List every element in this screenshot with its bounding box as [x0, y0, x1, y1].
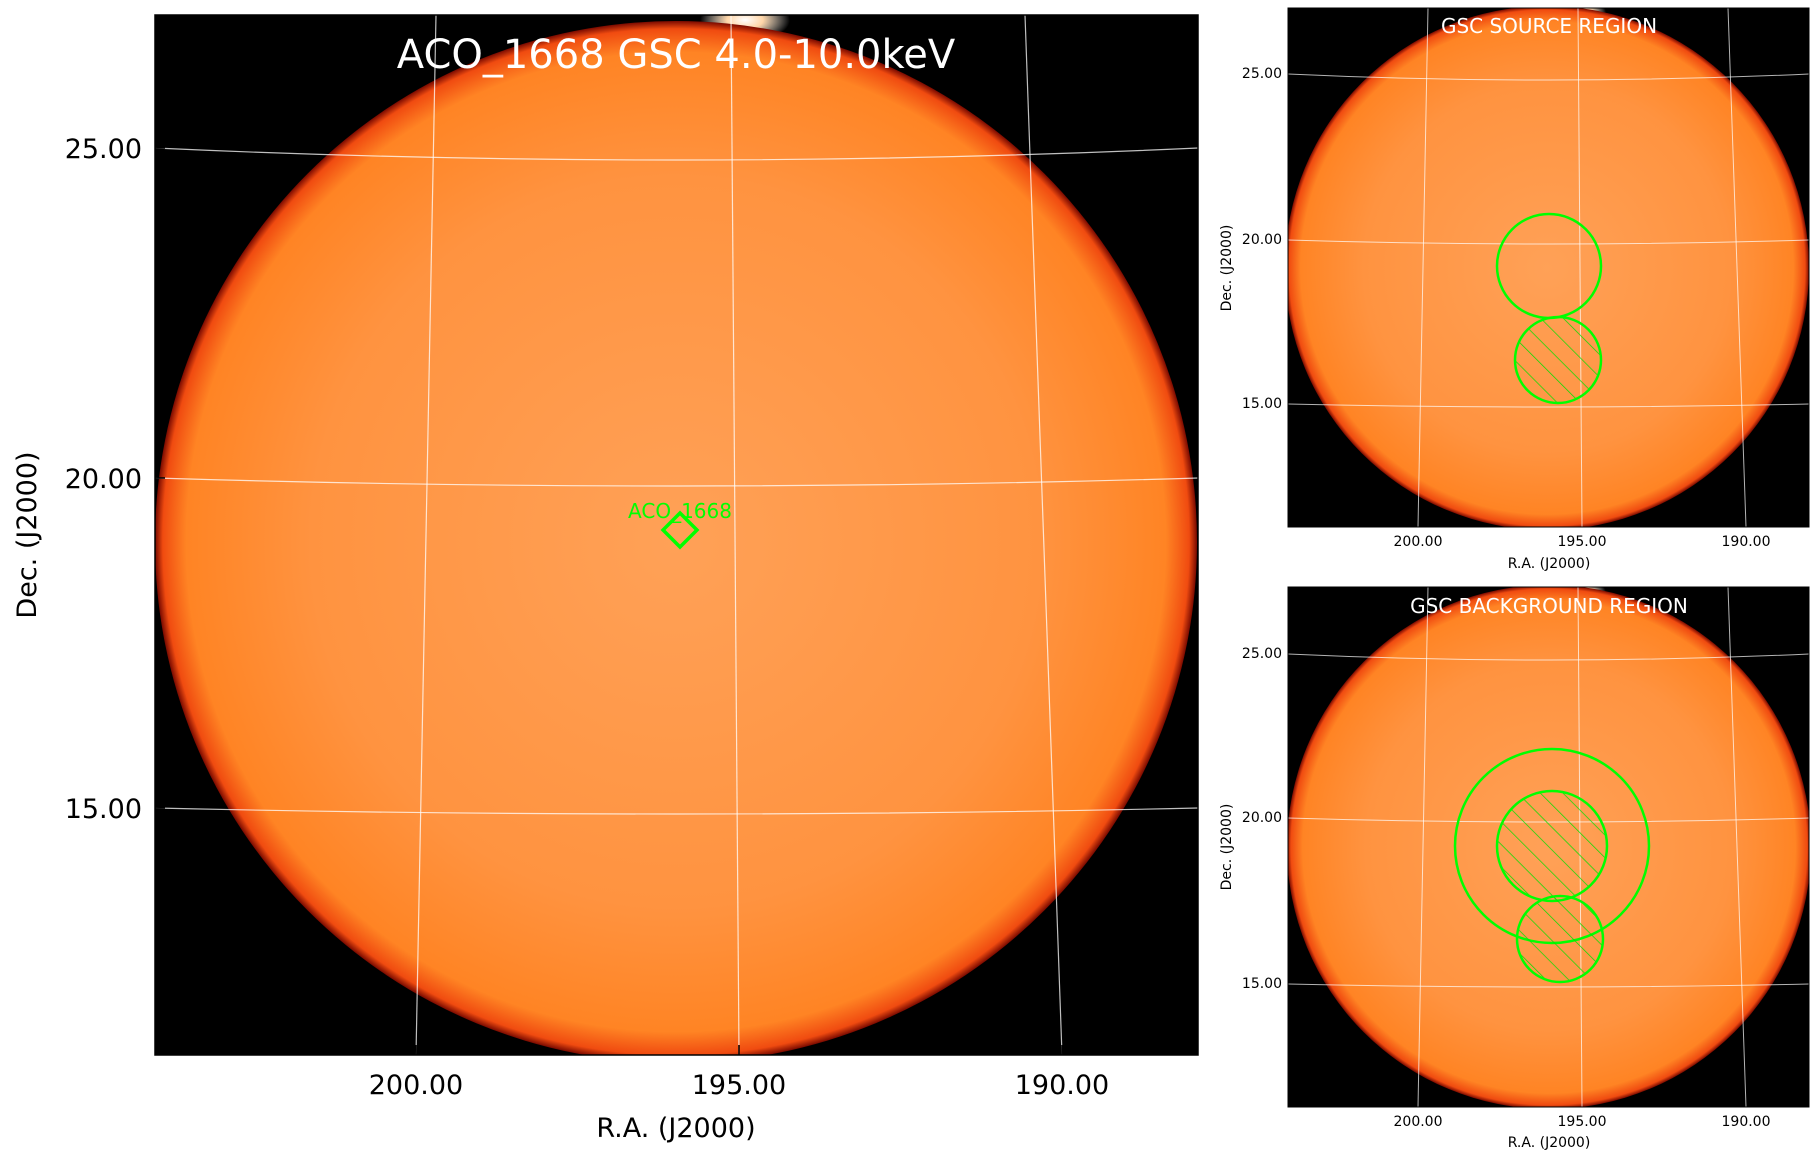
source-marker-label: ACO_1668: [628, 499, 732, 523]
main-coordinate-grid: [155, 15, 1198, 1055]
top-xtick-200: 200.00: [1394, 534, 1443, 550]
main-xlabel: R.A. (J2000): [596, 1113, 755, 1144]
top-coordinate-grid: [1288, 8, 1809, 527]
background-region-panel: GSC BACKGROUND REGION 25.00 20.00 15.00 …: [1219, 586, 1810, 1151]
top-panel-title: GSC SOURCE REGION: [1441, 14, 1657, 38]
source-region-panel: GSC SOURCE REGION 25.00 20.00 15.00 200.…: [1219, 7, 1810, 572]
main-xtick-195: 195.00: [692, 1070, 786, 1101]
bottom-xlabel: R.A. (J2000): [1508, 1135, 1591, 1151]
bottom-ytick-15: 15.00: [1242, 976, 1282, 992]
top-ytick-15: 15.00: [1242, 396, 1282, 412]
main-ytick-25: 25.00: [65, 134, 142, 165]
source-marker: [660, 510, 700, 550]
bottom-frame: [1287, 586, 1810, 1108]
top-sky-disk: [1288, 8, 1809, 527]
bottom-ytick-25: 25.00: [1242, 646, 1282, 662]
bottom-ylabel: Dec. (J2000): [1219, 804, 1235, 891]
main-xtick-200: 200.00: [369, 1070, 463, 1101]
main-ylabel: Dec. (J2000): [12, 451, 43, 618]
excluded-region-circle: [1513, 315, 1603, 405]
top-xlabel: R.A. (J2000): [1508, 556, 1591, 572]
top-frame: [1287, 7, 1810, 528]
top-ytick-20: 20.00: [1242, 232, 1282, 248]
bottom-panel-title: GSC BACKGROUND REGION: [1410, 594, 1688, 618]
main-ytick-15: 15.00: [65, 794, 142, 825]
bottom-xtick-200: 200.00: [1394, 1114, 1443, 1130]
top-xtick-190: 190.00: [1722, 534, 1771, 550]
bottom-xtick-195: 195.00: [1558, 1114, 1607, 1130]
top-ylabel: Dec. (J2000): [1219, 225, 1235, 312]
excluded-region-circle-2: [1515, 894, 1605, 984]
main-tick-marks: [155, 147, 1063, 1055]
main-panel: ACO_1668 GSC 4.0-10.0keV ACO_1668 25.00 …: [12, 14, 1199, 1144]
background-annulus-inner: [1495, 789, 1609, 903]
main-frame: [154, 14, 1199, 1056]
bottom-xtick-190: 190.00: [1722, 1114, 1771, 1130]
main-xtick-190: 190.00: [1015, 1070, 1109, 1101]
main-sky-disk: [155, 21, 1197, 1055]
main-ytick-20: 20.00: [65, 464, 142, 495]
top-xtick-195: 195.00: [1558, 534, 1607, 550]
bottom-ytick-20: 20.00: [1242, 810, 1282, 826]
top-ytick-25: 25.00: [1242, 66, 1282, 82]
main-title: ACO_1668 GSC 4.0-10.0keV: [397, 32, 956, 78]
